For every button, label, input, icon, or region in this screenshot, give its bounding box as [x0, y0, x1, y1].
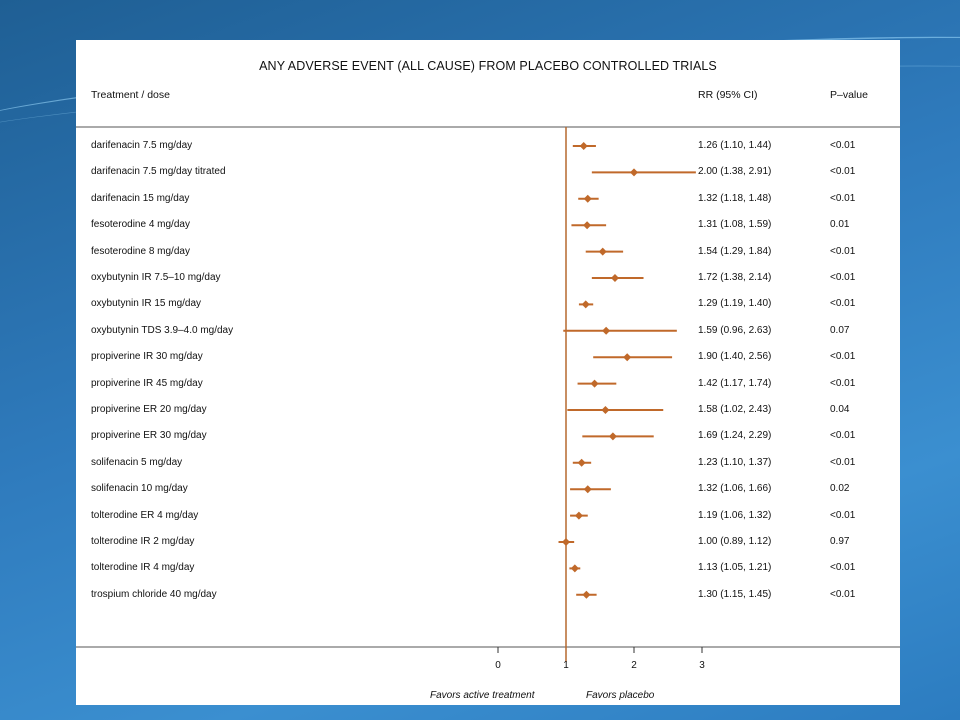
rr-point-marker [570, 564, 579, 573]
treatment-label: tolterodine IR 2 mg/day [91, 536, 195, 547]
treatment-label: solifenacin 10 mg/day [91, 483, 188, 495]
p-value: 0.02 [830, 483, 850, 495]
p-value: <0.01 [830, 509, 856, 521]
favor-left-label: Favors active treatment [430, 690, 535, 701]
p-value: <0.01 [830, 456, 856, 468]
p-value: <0.01 [830, 562, 856, 574]
rr-point-marker [562, 538, 570, 546]
treatment-label: propiverine IR 45 mg/day [91, 377, 203, 389]
rr-ci-value: 2.00 (1.38, 2.91) [698, 166, 772, 178]
rr-ci-value: 1.29 (1.19, 1.40) [698, 298, 772, 310]
p-value: 0.97 [830, 536, 850, 547]
treatment-label: darifenacin 7.5 mg/day [91, 140, 193, 151]
rr-point-marker [577, 458, 586, 467]
p-value: 0.04 [830, 404, 850, 415]
treatment-label: tolterodine IR 4 mg/day [91, 562, 195, 574]
rr-ci-value: 1.69 (1.24, 2.29) [698, 430, 772, 442]
rr-point-marker [602, 326, 611, 335]
p-value: <0.01 [830, 192, 856, 204]
x-axis-tick-label: 0 [495, 660, 501, 671]
rr-ci-value: 1.90 (1.40, 2.56) [698, 351, 772, 363]
p-value: <0.01 [830, 430, 856, 442]
p-value: <0.01 [830, 272, 856, 283]
rr-point-marker [598, 247, 607, 256]
treatment-label: propiverine IR 30 mg/day [91, 351, 203, 363]
treatment-label: oxybutynin TDS 3.9–4.0 mg/day [91, 324, 234, 336]
rr-point-marker [610, 274, 619, 282]
treatment-label: propiverine ER 30 mg/day [91, 430, 207, 442]
rr-ci-value: 1.19 (1.06, 1.32) [698, 509, 772, 521]
treatment-label: oxybutynin IR 15 mg/day [91, 298, 202, 310]
p-value: <0.01 [830, 166, 856, 178]
rr-point-marker [581, 300, 590, 309]
rr-ci-value: 1.31 (1.08, 1.59) [698, 219, 772, 231]
rr-ci-value: 1.72 (1.38, 2.14) [698, 272, 772, 283]
rr-point-marker [608, 432, 617, 441]
rr-ci-value: 1.00 (0.89, 1.12) [698, 536, 772, 547]
column-header-rr: RR (95% CI) [698, 89, 758, 101]
rr-ci-value: 1.32 (1.06, 1.66) [698, 483, 772, 495]
p-value: <0.01 [830, 377, 856, 389]
rr-point-marker [579, 142, 588, 150]
p-value: 0.07 [830, 324, 850, 336]
x-axis-tick-label: 1 [563, 660, 569, 671]
rr-point-marker [590, 379, 599, 388]
rr-ci-value: 1.42 (1.17, 1.74) [698, 377, 772, 389]
treatment-label: trospium chloride 40 mg/day [91, 588, 217, 600]
rr-point-marker [601, 406, 610, 414]
treatment-label: oxybutynin IR 7.5–10 mg/day [91, 272, 221, 283]
p-value: <0.01 [830, 588, 856, 600]
rr-ci-value: 1.59 (0.96, 2.63) [698, 324, 772, 336]
forest-plot-panel: ANY ADVERSE EVENT (ALL CAUSE) FROM PLACE… [76, 40, 900, 705]
column-header-p: P–value [830, 89, 868, 101]
treatment-label: tolterodine ER 4 mg/day [91, 509, 199, 521]
rr-point-marker [630, 168, 638, 177]
treatment-label: solifenacin 5 mg/day [91, 456, 183, 468]
rr-point-marker [582, 590, 591, 599]
rr-ci-value: 1.54 (1.29, 1.84) [698, 245, 772, 257]
rr-point-marker [583, 194, 592, 203]
x-axis-tick-label: 3 [699, 660, 705, 671]
rr-ci-value: 1.32 (1.18, 1.48) [698, 192, 772, 204]
treatment-label: fesoterodine 4 mg/day [91, 219, 190, 231]
treatment-label: fesoterodine 8 mg/day [91, 245, 190, 257]
rr-ci-value: 1.30 (1.15, 1.45) [698, 588, 772, 600]
rr-ci-value: 1.26 (1.10, 1.44) [698, 140, 772, 151]
p-value: 0.01 [830, 219, 850, 231]
p-value: <0.01 [830, 351, 856, 363]
treatment-label: propiverine ER 20 mg/day [91, 404, 207, 415]
rr-point-marker [623, 353, 632, 362]
rr-point-marker [574, 511, 583, 520]
p-value: <0.01 [830, 298, 856, 310]
x-axis-tick-label: 2 [631, 660, 637, 671]
rr-ci-value: 1.13 (1.05, 1.21) [698, 562, 772, 574]
favor-right-label: Favors placebo [586, 690, 655, 701]
rr-ci-value: 1.58 (1.02, 2.43) [698, 404, 772, 415]
rr-point-marker [583, 485, 592, 494]
p-value: <0.01 [830, 140, 856, 151]
chart-title: ANY ADVERSE EVENT (ALL CAUSE) FROM PLACE… [259, 59, 717, 73]
rr-ci-value: 1.23 (1.10, 1.37) [698, 456, 772, 468]
treatment-label: darifenacin 7.5 mg/day titrated [91, 166, 226, 178]
forest-plot-svg [76, 126, 900, 662]
column-header-treatment: Treatment / dose [91, 89, 170, 101]
treatment-label: darifenacin 15 mg/day [91, 192, 190, 204]
p-value: <0.01 [830, 245, 856, 257]
rr-point-marker [583, 221, 592, 230]
